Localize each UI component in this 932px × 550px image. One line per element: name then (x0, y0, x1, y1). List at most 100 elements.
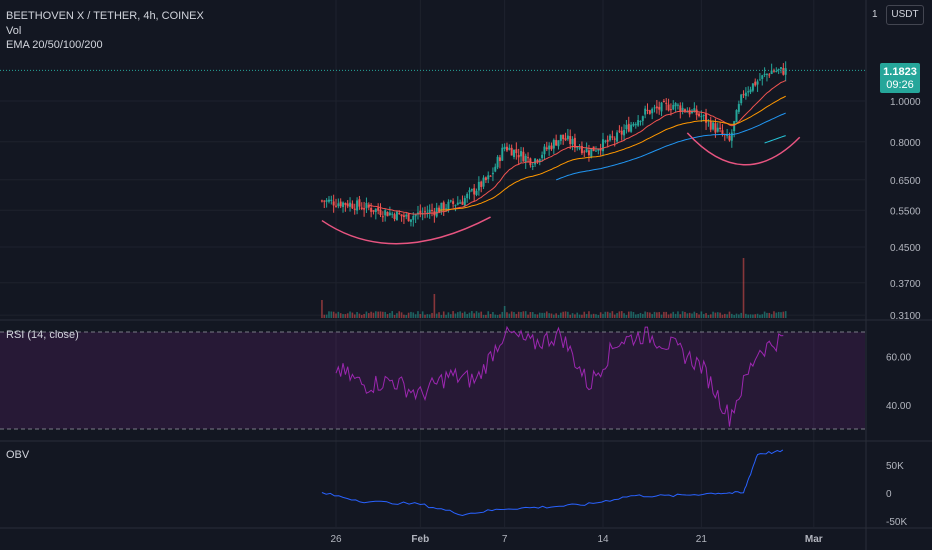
volume-bar (367, 313, 370, 318)
candle-body (688, 109, 691, 115)
price-tick: 0.8000 (890, 138, 921, 149)
volume-bar (545, 311, 548, 318)
candle-body (503, 146, 506, 150)
candle-body (623, 130, 626, 136)
candle-body (754, 81, 757, 86)
rsi-legend: RSI (14, close) (6, 329, 79, 341)
volume-bar (541, 312, 543, 318)
candle-body (351, 203, 354, 209)
volume-bar (431, 312, 433, 318)
price-tick: 0.5500 (890, 206, 921, 217)
candle-body (548, 145, 551, 150)
volume-bar (445, 314, 447, 318)
candle-body (733, 121, 736, 132)
volume-bar (515, 313, 518, 318)
candle-body (749, 89, 752, 93)
candle-body (676, 104, 679, 106)
volume-bar (321, 300, 323, 318)
candle-body (672, 105, 675, 110)
candle-body (463, 198, 466, 206)
candle-body (768, 74, 771, 76)
candle-body (674, 103, 677, 107)
volume-bar (414, 314, 417, 318)
volume-bar (693, 311, 696, 318)
candle-body (332, 201, 335, 206)
candle-body (480, 181, 483, 187)
candle-body (442, 202, 445, 211)
obv-tick: 50K (886, 461, 904, 472)
candle-body (508, 147, 511, 150)
volume-bar (375, 311, 377, 318)
volume-bar (473, 313, 475, 318)
candle-body (756, 81, 759, 85)
candle-body (344, 203, 347, 205)
candle-body (327, 199, 330, 202)
candle-body (363, 208, 366, 210)
candle-body (320, 200, 323, 202)
candle-body (721, 130, 724, 135)
candle-body (698, 113, 701, 117)
volume-bar (433, 294, 436, 318)
volume-bar (506, 312, 508, 318)
candle-body (569, 136, 572, 144)
candle-body (580, 146, 583, 154)
candle-body (686, 111, 689, 113)
obv-tick: 0 (886, 489, 892, 500)
candle-body (609, 135, 612, 141)
candle-body (456, 202, 459, 205)
volume-bar (653, 311, 656, 318)
volume-bar (656, 312, 658, 318)
rsi-tick: 60.00 (886, 352, 911, 363)
candle-body (405, 214, 408, 217)
candle-body (501, 147, 504, 161)
volume-bar (335, 313, 337, 318)
candle-body (651, 108, 654, 114)
candle-body (550, 145, 553, 150)
candle-body (744, 92, 747, 97)
rsi-line (335, 325, 784, 427)
volume-bar (489, 314, 492, 318)
bar-countdown: 09:26 (886, 79, 914, 91)
candle-body (342, 202, 345, 207)
x-tick: 26 (330, 534, 342, 545)
candle-body (782, 68, 785, 75)
volume-bar (576, 312, 579, 318)
volume-bar (644, 311, 646, 318)
volume-bar (625, 314, 628, 318)
candle-body (517, 154, 520, 158)
ema-legend: EMA 20/50/100/200 (6, 39, 103, 51)
volume-bar (391, 311, 394, 318)
volume-bar (677, 311, 679, 318)
candle-body (658, 106, 661, 110)
candle-body (641, 116, 644, 121)
volume-bar (517, 311, 520, 318)
volume-bar (754, 314, 757, 318)
candle-body (602, 139, 604, 152)
candle-body (765, 73, 768, 75)
volume-bar (623, 313, 625, 318)
candle-body (613, 138, 616, 140)
volume-bar (471, 311, 473, 318)
candle-body (409, 219, 412, 222)
candle-body (751, 83, 754, 91)
volume-bar (775, 312, 778, 318)
candle-body (742, 94, 745, 96)
volume-bar (712, 311, 714, 318)
volume-bar (464, 311, 466, 318)
symbol-title: BEETHOVEN X / TETHER, 4h, COINEX (6, 10, 204, 22)
volume-bar (578, 314, 581, 318)
candle-body (543, 146, 546, 155)
volume-bar (346, 313, 349, 318)
candle-body (625, 124, 628, 130)
price-tick: 0.3700 (890, 279, 921, 290)
volume-bar (665, 311, 668, 318)
currency-button[interactable]: USDT (886, 5, 924, 25)
volume-bar (646, 312, 649, 318)
candle-body (531, 165, 534, 167)
volume-bar (452, 311, 454, 318)
candle-body (374, 208, 377, 212)
volume-bar (372, 312, 375, 318)
candle-body (578, 147, 581, 149)
